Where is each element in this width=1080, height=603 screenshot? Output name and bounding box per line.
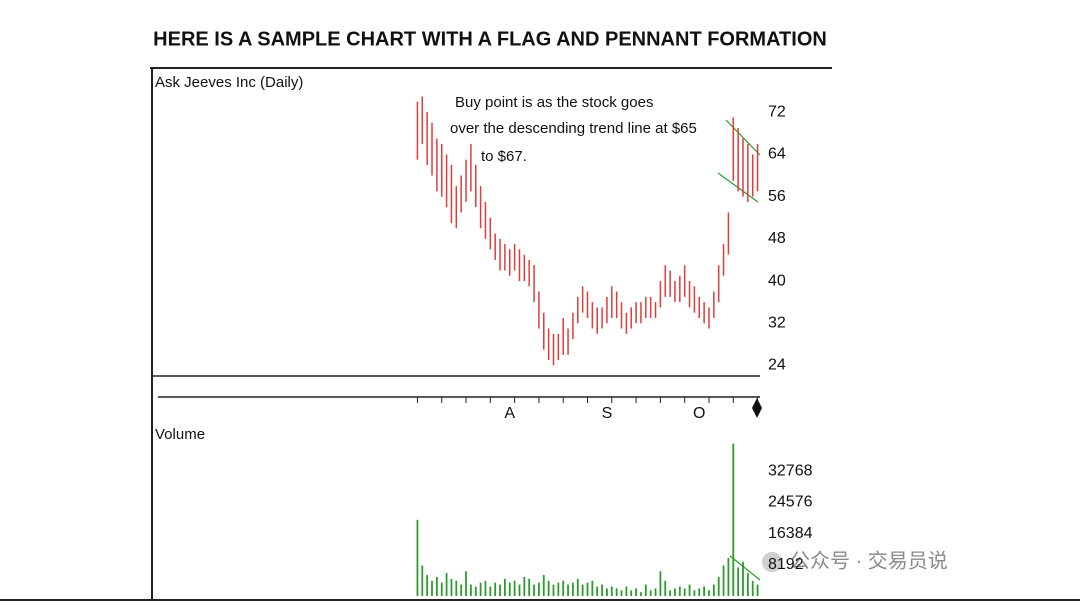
volume-title: Volume (155, 426, 205, 443)
axis-marker (752, 398, 762, 418)
annotation: Buy point is as the stock goes (455, 94, 653, 111)
watermark-icon (762, 552, 782, 572)
price-title: Ask Jeeves Inc (Daily) (155, 74, 303, 91)
flag-upper-line (725, 119, 761, 156)
y-tick-label: 24 (768, 357, 786, 374)
y-tick-label: 8192 (768, 556, 804, 573)
y-tick-label: 56 (768, 188, 786, 205)
annotation: over the descending trend line at $65 (450, 120, 697, 137)
y-tick-label: 32768 (768, 462, 813, 479)
volume-trend-line (729, 555, 761, 581)
watermark: 公众号 · 交易员说 (790, 549, 948, 572)
y-tick-label: 32 (768, 314, 786, 331)
annotation: to $67. (481, 148, 527, 165)
slide-title: HERE IS A SAMPLE CHART WITH A FLAG AND P… (153, 28, 827, 50)
x-tick-label: O (693, 405, 705, 422)
x-tick-label: S (602, 405, 613, 422)
y-tick-label: 24576 (768, 494, 813, 511)
x-tick-label: A (504, 405, 515, 422)
y-tick-label: 16384 (768, 525, 813, 542)
y-tick-label: 64 (768, 146, 786, 163)
y-tick-label: 72 (768, 103, 786, 120)
y-tick-label: 48 (768, 230, 786, 247)
y-tick-label: 40 (768, 272, 786, 289)
